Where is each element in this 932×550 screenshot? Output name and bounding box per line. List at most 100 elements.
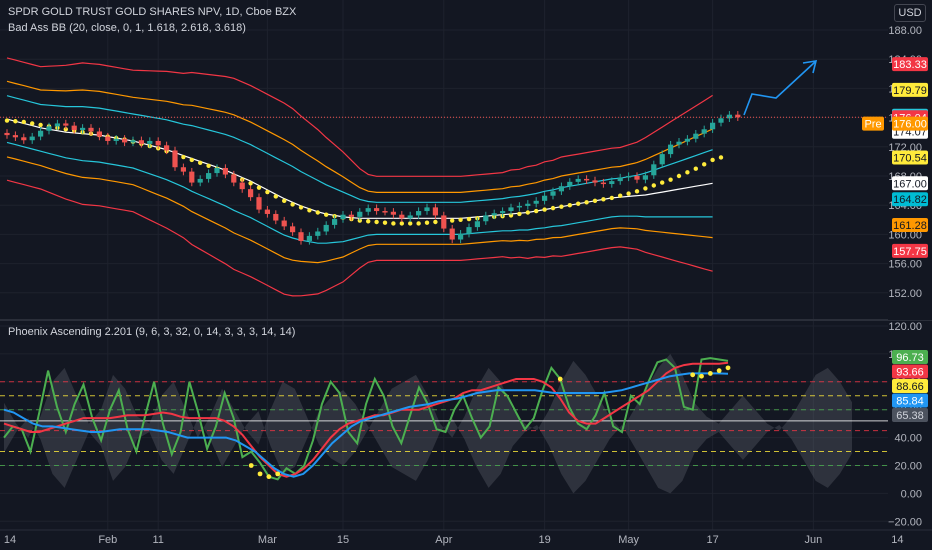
candle-body[interactable] [617,177,623,182]
forecast-arrow-drawing[interactable] [743,60,818,116]
candle-body[interactable] [21,137,27,141]
candle-body[interactable] [290,226,296,233]
candle-body[interactable] [525,203,531,206]
candle-body[interactable] [374,208,380,212]
candle-body[interactable] [626,176,632,178]
candle-body[interactable] [38,130,44,137]
candle-body[interactable] [609,181,615,185]
candle-body[interactable] [382,211,388,213]
candle-body[interactable] [180,167,186,172]
candle-body[interactable] [718,118,724,123]
candle-body[interactable] [449,228,455,240]
candle-body[interactable] [105,136,111,141]
candle-body[interactable] [558,186,564,192]
oscillator-title[interactable]: Phoenix Ascending 2.201 (9, 6, 3, 32, 0,… [8,326,296,338]
candle-body[interactable] [416,211,422,216]
candle-body[interactable] [298,232,304,241]
candle-body[interactable] [130,140,136,143]
candle-body[interactable] [592,180,598,183]
candle-body[interactable] [256,197,262,210]
candle-body[interactable] [340,214,346,220]
candle-body[interactable] [323,224,329,232]
candle-body[interactable] [432,207,438,216]
currency-button[interactable]: USD [894,4,926,22]
candle-body[interactable] [567,181,573,187]
candle-body[interactable] [138,140,144,144]
price-label-text: 179.79 [893,85,927,97]
candle-body[interactable] [491,213,497,216]
candle-body[interactable] [542,195,548,201]
candle-body[interactable] [584,178,590,181]
arrow-path[interactable] [743,61,816,116]
candle-body[interactable] [726,114,732,119]
price-axis[interactable]: 188.00184.00180.00176.00172.00168.00164.… [862,0,932,320]
candle-body[interactable] [273,213,279,221]
candle-body[interactable] [155,140,161,146]
candle-body[interactable] [88,127,94,132]
candle-body[interactable] [222,167,228,175]
candle-body[interactable] [668,144,674,155]
candle-body[interactable] [12,135,18,138]
candle-body[interactable] [54,123,60,127]
candle-body[interactable] [684,138,690,142]
candle-body[interactable] [676,141,682,145]
candle-body[interactable] [46,126,52,131]
candle-body[interactable] [164,145,170,151]
candle-body[interactable] [113,138,119,141]
candle-body[interactable] [4,132,10,136]
candle-body[interactable] [466,227,472,234]
candle-body[interactable] [399,214,405,219]
candle-body[interactable] [264,209,270,214]
candle-body[interactable] [122,138,128,143]
candle-body[interactable] [71,125,77,131]
indicator-title[interactable]: Bad Ass BB (20, close, 0, 1, 1.618, 2.61… [8,22,246,34]
candle-body[interactable] [147,140,153,144]
candle-body[interactable] [390,211,396,215]
candle-body[interactable] [63,123,69,126]
candle-body[interactable] [575,178,581,182]
candle-body[interactable] [214,167,220,174]
candle-body[interactable] [306,235,312,241]
oscillator-axis[interactable]: 120.00100.0080.0060.0040.0020.000.00−20.… [888,321,932,530]
candle-body[interactable] [642,175,648,180]
candle-body[interactable] [693,133,699,139]
candle-body[interactable] [533,200,539,204]
candle-body[interactable] [206,173,212,179]
candle-body[interactable] [550,191,556,196]
candle-body[interactable] [441,215,447,229]
candle-body[interactable] [600,182,606,185]
candle-body[interactable] [231,174,237,183]
candle-body[interactable] [651,164,657,176]
candle-body[interactable] [407,215,413,219]
time-axis[interactable]: 14 Feb 11 Mar 15 Apr 19 May 17 Jun 14 [0,529,932,550]
candle-body[interactable] [348,214,354,217]
candle-body[interactable] [508,207,514,212]
candle-body[interactable] [458,233,464,240]
price-candles[interactable] [4,111,741,245]
candle-body[interactable] [172,150,178,168]
candle-body[interactable] [365,208,371,212]
candle-body[interactable] [315,231,321,236]
candle-body[interactable] [516,205,522,208]
candle-body[interactable] [710,122,716,130]
candle-body[interactable] [248,189,254,198]
candle-body[interactable] [357,211,363,217]
candle-body[interactable] [701,129,707,134]
candle-body[interactable] [80,127,86,131]
candle-body[interactable] [483,215,489,222]
candle-body[interactable] [96,131,102,137]
candle-body[interactable] [189,171,195,183]
candle-body[interactable] [659,154,665,165]
symbol-title[interactable]: SPDR GOLD TRUST GOLD SHARES NPV, 1D, Cbo… [8,6,297,18]
candle-body[interactable] [634,176,640,180]
candle-body[interactable] [239,182,245,190]
candle-body[interactable] [332,219,338,225]
candle-body[interactable] [197,178,203,183]
candle-body[interactable] [735,114,741,118]
candle-body[interactable] [424,207,430,212]
candle-body[interactable] [474,221,480,228]
candle-body[interactable] [281,220,287,227]
candle-body[interactable] [29,136,35,141]
candle-body[interactable] [500,211,506,214]
